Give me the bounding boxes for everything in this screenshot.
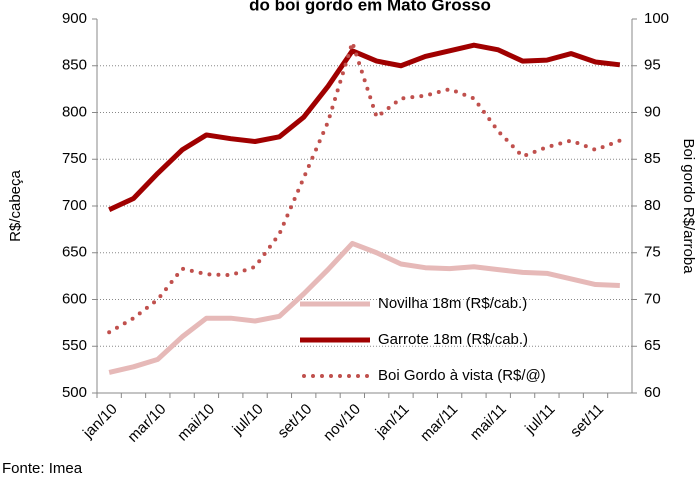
series-line [108,240,620,375]
y-tick-label: 750 [62,150,87,167]
series-line [108,42,621,213]
y-tick-label: 650 [62,244,87,261]
y2-tick-label: 70 [644,290,661,307]
y-axis-title: R$/cabeça [7,169,24,241]
legend-label: Novilha 18m (R$/cab.) [378,295,527,312]
y2-tick-label: 85 [644,150,661,167]
y-tick-label: 900 [62,10,87,27]
x-tick-label: jul/10 [229,401,267,439]
y2-tick-label: 100 [644,10,669,27]
source-note: Fonte: Imea [2,460,83,477]
x-tick-label: mai/10 [174,401,218,445]
y2-tick-label: 60 [644,384,661,401]
x-tick-label: mar/10 [124,401,169,446]
x-tick-label: nov/10 [320,401,364,445]
x-tick-label: set/10 [274,401,315,442]
x-tick-label: set/11 [567,401,607,441]
chart-title: do boi gordo em Mato Grosso [249,0,491,14]
x-tick-label: jul/11 [521,401,558,438]
series-line [107,40,622,335]
y2-tick-label: 75 [644,244,661,261]
y2-tick-label: 80 [644,197,661,214]
x-tick-label: mar/11 [417,401,461,445]
x-tick-label: jan/10 [79,401,121,443]
y2-axis-title: Boi gordo R$/arroba [680,138,697,274]
y2-tick-label: 65 [644,337,661,354]
y-tick-label: 500 [62,384,87,401]
y2-tick-label: 95 [644,57,661,74]
x-tick-label: mai/11 [467,401,510,444]
y-tick-label: 850 [62,57,87,74]
legend-label: Boi Gordo à vista (R$/@) [378,367,546,384]
y-tick-label: 550 [62,337,87,354]
y2-tick-label: 90 [644,103,661,120]
y-tick-label: 800 [62,103,87,120]
y-tick-label: 600 [62,290,87,307]
y-tick-label: 700 [62,197,87,214]
x-tick-label: jan/11 [372,401,413,442]
legend-label: Garrote 18m (R$/cab.) [378,331,528,348]
